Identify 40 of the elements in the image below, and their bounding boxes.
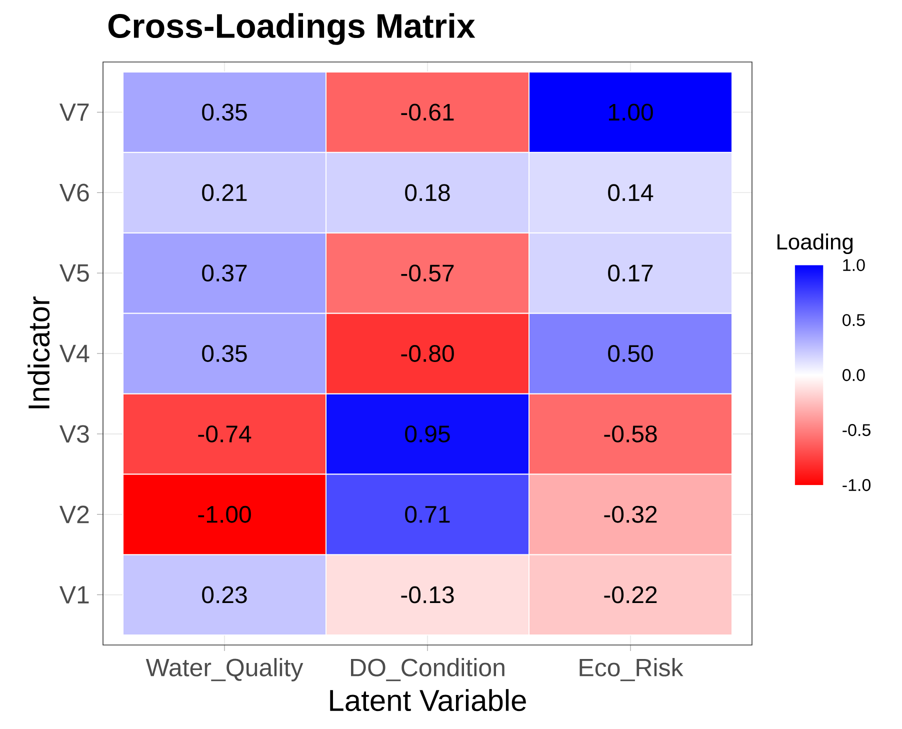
y-tick-label: V7 <box>59 104 89 121</box>
data-label: 0.18 <box>405 184 450 202</box>
chart-title: Cross-Loadings Matrix <box>108 13 476 45</box>
color-bar-label: 0.5 <box>842 314 865 326</box>
data-label: 0.50 <box>608 345 653 362</box>
data-label: 0.14 <box>608 184 654 202</box>
data-label: -0.32 <box>604 506 657 523</box>
y-tick-label: V5 <box>59 264 89 282</box>
y-tick-label: V4 <box>59 344 90 362</box>
data-label: 0.23 <box>202 586 247 604</box>
y-tick-label: V3 <box>59 425 89 443</box>
data-label: -0.58 <box>604 425 657 442</box>
data-label: -1.00 <box>198 506 251 523</box>
data-label: 0.35 <box>202 345 247 362</box>
data-label: 0.37 <box>202 264 247 282</box>
data-label: 0.35 <box>202 104 247 121</box>
color-bar-label: 0.0 <box>842 369 865 382</box>
y-tick-label: V6 <box>59 184 89 202</box>
y-tick-label: V1 <box>59 586 89 604</box>
data-label: 1.00 <box>608 104 653 121</box>
x-tick-label: DO_Condition <box>351 658 504 682</box>
color-bar-label: -1.0 <box>842 479 871 492</box>
color-bar-label: 1.0 <box>843 259 865 272</box>
data-label: -0.13 <box>401 586 454 604</box>
data-label: -0.74 <box>198 425 252 442</box>
data-label: 0.17 <box>608 264 653 282</box>
x-tick-label: Eco_Risk <box>580 658 684 682</box>
x-tick-label: Water_Quality <box>146 658 304 682</box>
data-label: -0.80 <box>401 345 454 362</box>
y-tick-label: V2 <box>59 506 89 524</box>
data-label: -0.61 <box>401 104 454 121</box>
data-label: 0.71 <box>405 506 450 523</box>
y-axis-title: Indicator <box>28 296 50 408</box>
color-bar-title: Loading <box>778 234 853 254</box>
color-bar-label: -0.5 <box>842 424 870 436</box>
data-label: -0.22 <box>604 586 657 604</box>
data-label: 0.21 <box>202 184 247 202</box>
x-axis-title: Latent Variable <box>330 689 526 712</box>
data-label: 0.95 <box>405 425 450 442</box>
data-label: -0.57 <box>401 264 454 282</box>
